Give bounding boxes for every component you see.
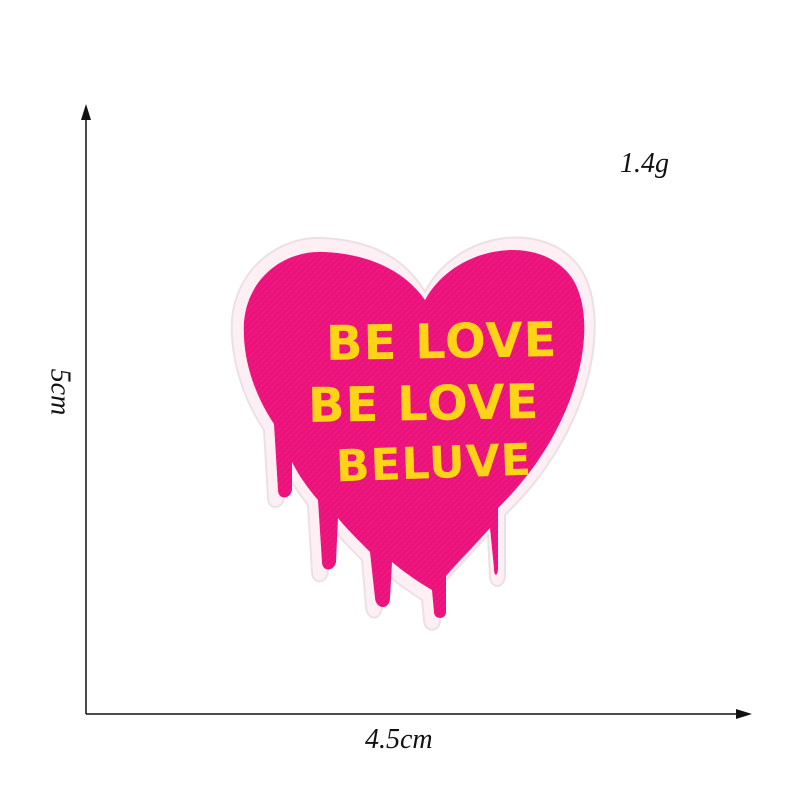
patch-text-line-3: BELUVE xyxy=(335,434,533,493)
axis-lines xyxy=(85,112,744,715)
weight-label: 1.4g xyxy=(620,148,669,179)
height-label: 5cm xyxy=(44,368,76,416)
patch-text-line-2: BE LOVE xyxy=(307,373,540,435)
patch-text-line-1: BE LOVE xyxy=(325,311,558,373)
width-label: 4.5cm xyxy=(365,724,433,755)
arrow-right-icon xyxy=(736,709,752,719)
heart-shape xyxy=(243,249,585,618)
arrow-up-icon xyxy=(81,104,91,120)
